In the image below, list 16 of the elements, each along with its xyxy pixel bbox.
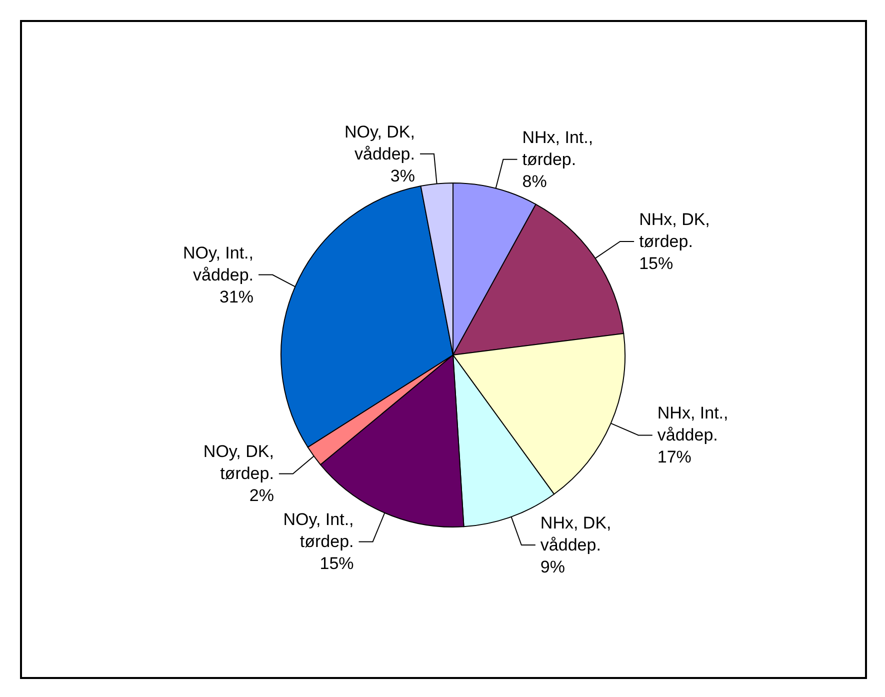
data-label: 15% [639,254,674,273]
data-label: 8% [522,172,547,191]
data-label: 2% [249,486,274,506]
data-label: 31% [219,287,254,306]
data-label: 17% [657,448,692,467]
slice-label: NHx, DK, tørdep. [639,210,710,251]
slice-label: NHx, DK, våddep. [540,514,612,555]
slice-label: NHx, Int., tørdep. [522,128,594,169]
slice-label: NOy, Int., tørdep. [283,510,354,552]
data-label: 3% [390,166,415,186]
slice-label: NOy, Int., våddep. [182,243,254,284]
data-label: 15% [320,554,354,574]
slice-label: NOy, DK, tørdep. [203,442,274,484]
slice-label: NOy, DK, våddep. [344,122,415,164]
slice-label: NHx, Int., våddep. [657,404,728,445]
data-label: 9% [540,558,566,577]
